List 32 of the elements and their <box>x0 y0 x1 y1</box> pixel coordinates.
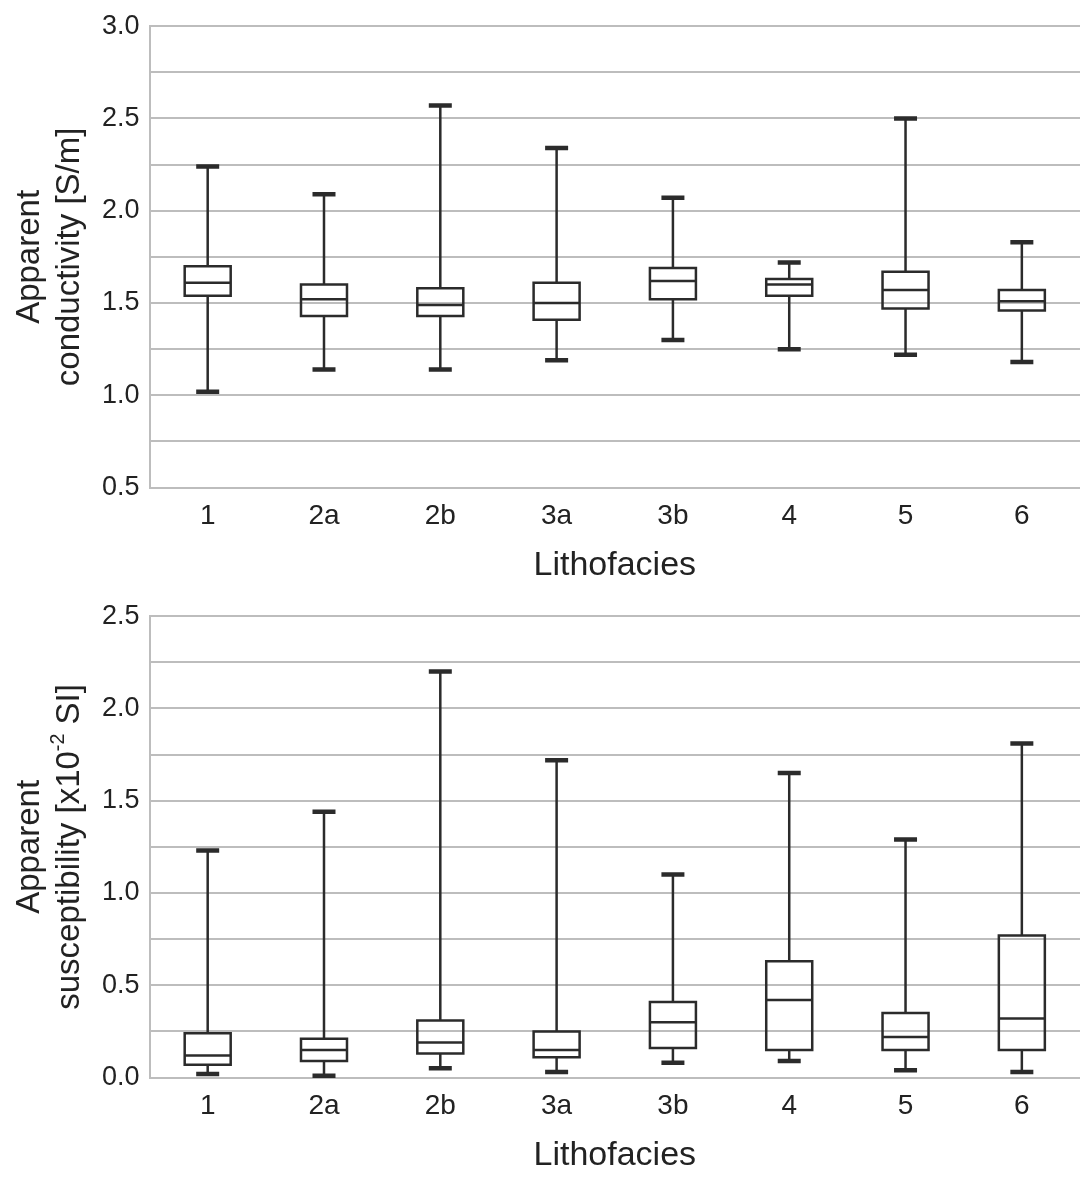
y-tick-label: 1.0 <box>101 378 140 409</box>
x-tick-label: 2a <box>308 499 340 531</box>
x-tick-label: 5 <box>897 1089 914 1121</box>
x-tick-label: 4 <box>781 499 798 531</box>
x-axis-title: Lithofacies <box>533 543 697 582</box>
x-tick-label: 2b <box>424 1089 456 1121</box>
y-tick-label: 2.5 <box>101 599 140 630</box>
x-tick-label: 6 <box>1014 1089 1030 1121</box>
y-tick-label: 2.5 <box>101 101 140 132</box>
x-axis-title: Lithofacies <box>533 1133 697 1172</box>
y-tick-label: 0.5 <box>101 968 140 999</box>
x-tick-label: 3b <box>657 1089 689 1121</box>
y-tick-label: 1.5 <box>101 784 140 815</box>
y-tick-label: 0.0 <box>101 1061 140 1092</box>
y-tick-label: 1.5 <box>101 286 140 317</box>
y-tick-label: 2.0 <box>101 691 140 722</box>
x-tick-label: 3a <box>541 499 573 531</box>
y-axis-title: Apparent susceptibility [x10-2 SI] <box>9 684 87 1010</box>
x-tick-label: 5 <box>897 499 914 531</box>
x-tick-label: 6 <box>1014 499 1030 531</box>
y-tick-label: 2.0 <box>101 194 140 225</box>
x-tick-label: 2a <box>308 1089 340 1121</box>
x-tick-label: 3a <box>541 1089 573 1121</box>
x-tick-label: 1 <box>199 499 216 531</box>
x-tick-label: 3b <box>657 499 689 531</box>
x-tick-label: 1 <box>199 1089 216 1121</box>
y-axis-title: Apparent conductivity [S/m] <box>9 127 87 387</box>
y-tick-label: 1.0 <box>101 876 140 907</box>
x-tick-label: 2b <box>424 499 456 531</box>
x-tick-label: 4 <box>781 1089 798 1121</box>
y-tick-label: 0.5 <box>101 471 140 502</box>
y-tick-label: 3.0 <box>101 9 140 40</box>
